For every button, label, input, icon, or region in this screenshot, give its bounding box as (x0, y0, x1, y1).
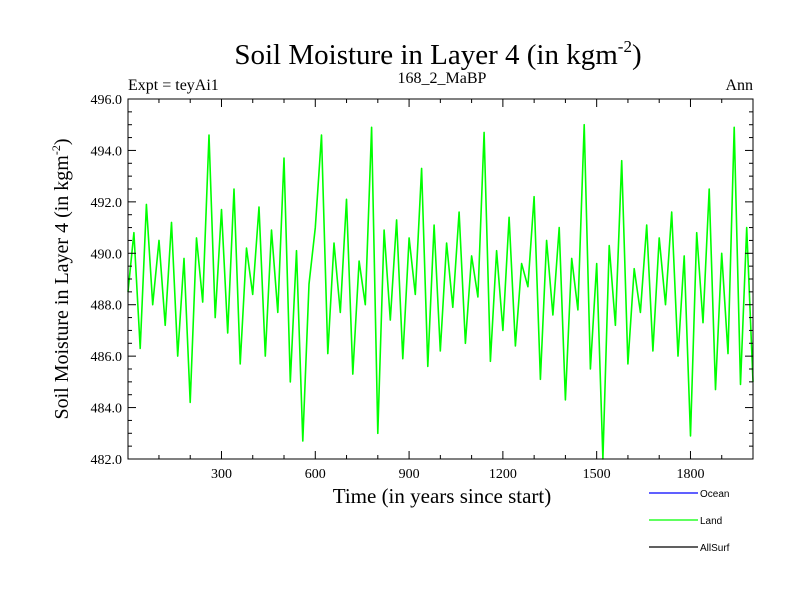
y-tick-label: 486.0 (91, 350, 123, 365)
y-tick-label: 484.0 (91, 402, 123, 417)
y-tick-label: 490.0 (91, 247, 123, 262)
legend-label-allsurf: AllSurf (700, 543, 730, 554)
legend-label-land: Land (700, 516, 722, 527)
legend: Ocean Land AllSurf (649, 489, 730, 554)
x-axis-label: Time (in years since start) (333, 484, 552, 508)
x-tick-label: 600 (305, 467, 326, 482)
y-tick-label: 488.0 (91, 299, 123, 314)
y-axis-label: Soil Moisture in Layer 4 (in kgm-2) (49, 138, 73, 419)
legend-label-ocean: Ocean (700, 489, 729, 500)
x-tick-label: 1800 (676, 467, 704, 482)
subtitle-left: Expt = teyAi1 (128, 77, 219, 94)
series-line-land (127, 123, 754, 460)
x-ticks: 300 600 900 1200 1500 1800 (158, 99, 723, 482)
x-tick-label: 900 (399, 467, 420, 482)
y-tick-label: 492.0 (91, 196, 123, 211)
y-tick-label: 496.0 (91, 93, 123, 108)
series-group (127, 123, 754, 460)
chart-title: Soil Moisture in Layer 4 (in kgm-2) (234, 37, 641, 71)
plot-frame (127, 98, 754, 460)
x-tick-label: 1200 (489, 467, 517, 482)
x-tick-label: 300 (211, 467, 232, 482)
subtitle-center: 168_2_MaBP (398, 70, 487, 87)
y-ticks: 482.0 484.0 486.0 488.0 490.0 492.0 494.0 496.0 (91, 93, 753, 468)
x-tick-label: 1500 (583, 467, 611, 482)
y-tick-label: 494.0 (91, 144, 123, 159)
subtitle-right: Ann (725, 77, 753, 94)
y-tick-label: 482.0 (91, 453, 123, 468)
